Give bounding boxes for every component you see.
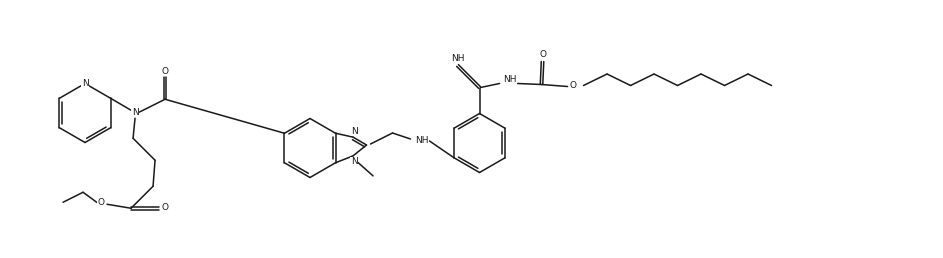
Text: O: O xyxy=(161,67,169,76)
Text: NH: NH xyxy=(503,75,516,84)
Text: O: O xyxy=(539,50,546,59)
Text: O: O xyxy=(161,203,169,212)
Text: NH: NH xyxy=(451,54,464,63)
Text: NH: NH xyxy=(415,135,428,144)
Text: N: N xyxy=(351,127,357,136)
Text: N: N xyxy=(351,157,357,166)
Text: O: O xyxy=(569,81,576,90)
Text: N: N xyxy=(132,108,139,117)
Text: N: N xyxy=(82,79,89,88)
Text: O: O xyxy=(97,198,105,207)
